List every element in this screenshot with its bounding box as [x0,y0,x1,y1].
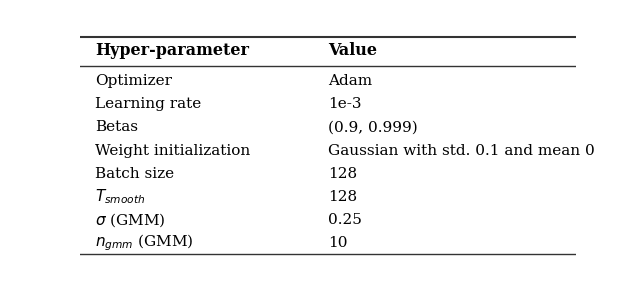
Text: 10: 10 [328,236,348,250]
Text: Hyper-parameter: Hyper-parameter [95,41,249,58]
Text: $\sigma$ (GMM): $\sigma$ (GMM) [95,211,166,229]
Text: 128: 128 [328,190,357,204]
Text: Adam: Adam [328,74,372,88]
Text: Optimizer: Optimizer [95,74,172,88]
Text: $T_{smooth}$: $T_{smooth}$ [95,187,145,206]
Text: Gaussian with std. 0.1 and mean 0: Gaussian with std. 0.1 and mean 0 [328,143,595,158]
Text: Value: Value [328,41,377,58]
Text: Weight initialization: Weight initialization [95,143,250,158]
Text: Batch size: Batch size [95,167,174,181]
Text: 1e-3: 1e-3 [328,97,362,111]
Text: $n_{gmm}$ (GMM): $n_{gmm}$ (GMM) [95,233,193,253]
Text: 0.25: 0.25 [328,213,362,227]
Text: 128: 128 [328,167,357,181]
Text: Betas: Betas [95,120,138,134]
Text: Learning rate: Learning rate [95,97,201,111]
Text: (0.9, 0.999): (0.9, 0.999) [328,120,418,134]
